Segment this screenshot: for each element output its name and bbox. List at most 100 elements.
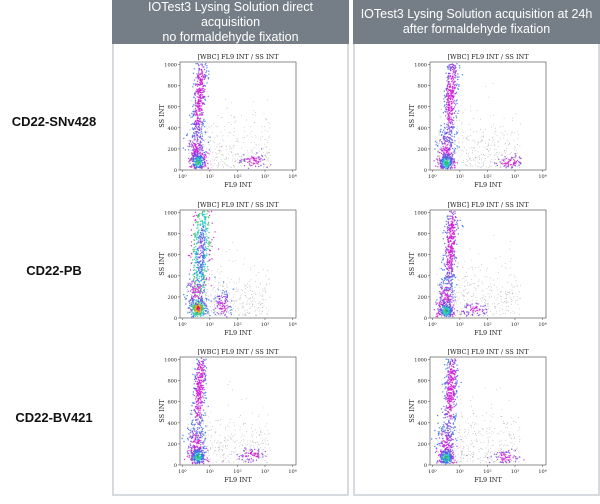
event-dot xyxy=(449,126,451,128)
event-dot xyxy=(452,298,453,300)
event-dot xyxy=(457,263,459,265)
event-dot xyxy=(255,114,257,116)
event-dot xyxy=(204,217,206,219)
event-dot xyxy=(454,294,456,296)
event-dot xyxy=(441,269,444,271)
event-dot xyxy=(210,163,212,165)
event-dot xyxy=(196,234,198,236)
event-dot xyxy=(473,158,475,160)
event-dot xyxy=(447,275,449,278)
event-dot xyxy=(471,259,473,261)
event-dot xyxy=(222,289,224,292)
event-dot xyxy=(208,277,211,279)
event-dot xyxy=(220,289,222,291)
event-dot xyxy=(226,296,229,298)
event-dot xyxy=(446,292,449,294)
event-dot xyxy=(455,115,457,117)
event-dot xyxy=(446,216,448,218)
event-dot xyxy=(450,130,453,132)
event-dot xyxy=(248,163,251,165)
event-dot xyxy=(197,149,199,151)
event-dot xyxy=(219,151,221,153)
event-dot xyxy=(249,298,251,300)
event-dot xyxy=(464,305,466,307)
event-dot xyxy=(255,164,257,166)
event-dot xyxy=(234,157,236,159)
event-dot xyxy=(245,296,247,298)
event-dot xyxy=(505,167,507,169)
y-tick-label: 800 xyxy=(417,84,427,90)
event-dot xyxy=(450,260,452,262)
event-dot xyxy=(439,117,441,119)
event-dot xyxy=(223,295,225,298)
event-dot xyxy=(441,166,444,169)
event-dot xyxy=(450,251,452,253)
event-dot xyxy=(194,257,197,259)
event-dot xyxy=(241,303,243,305)
event-dot xyxy=(445,159,448,161)
event-dot xyxy=(449,251,451,254)
event-dot xyxy=(445,275,447,277)
event-dot xyxy=(219,278,221,279)
event-dot xyxy=(446,146,449,149)
event-dot xyxy=(450,161,453,163)
event-dot xyxy=(233,115,235,117)
event-dot xyxy=(258,165,260,168)
event-dot xyxy=(227,312,229,314)
event-dot xyxy=(446,276,448,279)
event-dot xyxy=(195,306,197,308)
event-dot xyxy=(450,217,452,220)
event-dot xyxy=(192,302,194,304)
event-dot xyxy=(230,304,232,306)
event-dot xyxy=(450,106,453,108)
event-dot xyxy=(233,127,235,129)
event-dot xyxy=(448,253,450,255)
event-dot xyxy=(192,86,194,88)
event-dot xyxy=(478,302,480,304)
event-dot xyxy=(186,134,188,136)
event-dot xyxy=(495,307,496,309)
event-dot xyxy=(249,287,251,289)
event-dot xyxy=(456,102,458,105)
event-dot xyxy=(494,296,496,298)
event-dot xyxy=(439,310,441,312)
event-dot xyxy=(200,130,203,132)
event-dot xyxy=(511,166,514,169)
event-dot xyxy=(199,163,201,165)
event-dot xyxy=(502,286,503,288)
event-dot xyxy=(188,142,190,145)
event-dot xyxy=(447,128,449,131)
event-dot xyxy=(493,284,495,286)
event-dot xyxy=(449,294,451,297)
event-dot xyxy=(249,268,251,270)
event-dot xyxy=(453,147,455,148)
event-dot xyxy=(217,157,219,158)
event-dot xyxy=(225,301,227,303)
event-dot xyxy=(202,233,205,235)
event-dot xyxy=(470,160,472,162)
event-dot xyxy=(194,92,196,94)
event-dot xyxy=(447,264,449,266)
event-dot xyxy=(237,139,239,141)
event-dot xyxy=(228,292,230,294)
event-dot xyxy=(508,141,510,143)
event-dot xyxy=(197,313,200,315)
event-dot xyxy=(224,309,227,311)
event-dot xyxy=(510,153,512,155)
event-dot xyxy=(230,306,232,308)
event-dot xyxy=(444,225,446,228)
event-dot xyxy=(491,145,493,147)
event-dot xyxy=(475,164,477,166)
event-dot xyxy=(232,134,234,136)
event-dot xyxy=(494,306,496,308)
event-dot xyxy=(214,280,216,282)
event-dot xyxy=(203,277,205,279)
event-dot xyxy=(215,296,217,298)
event-dot xyxy=(451,139,454,141)
event-dot xyxy=(484,295,486,297)
event-dot xyxy=(458,292,460,294)
event-dot xyxy=(235,140,237,142)
event-dot xyxy=(464,295,466,297)
event-dot xyxy=(473,309,475,312)
event-dot xyxy=(509,260,511,262)
